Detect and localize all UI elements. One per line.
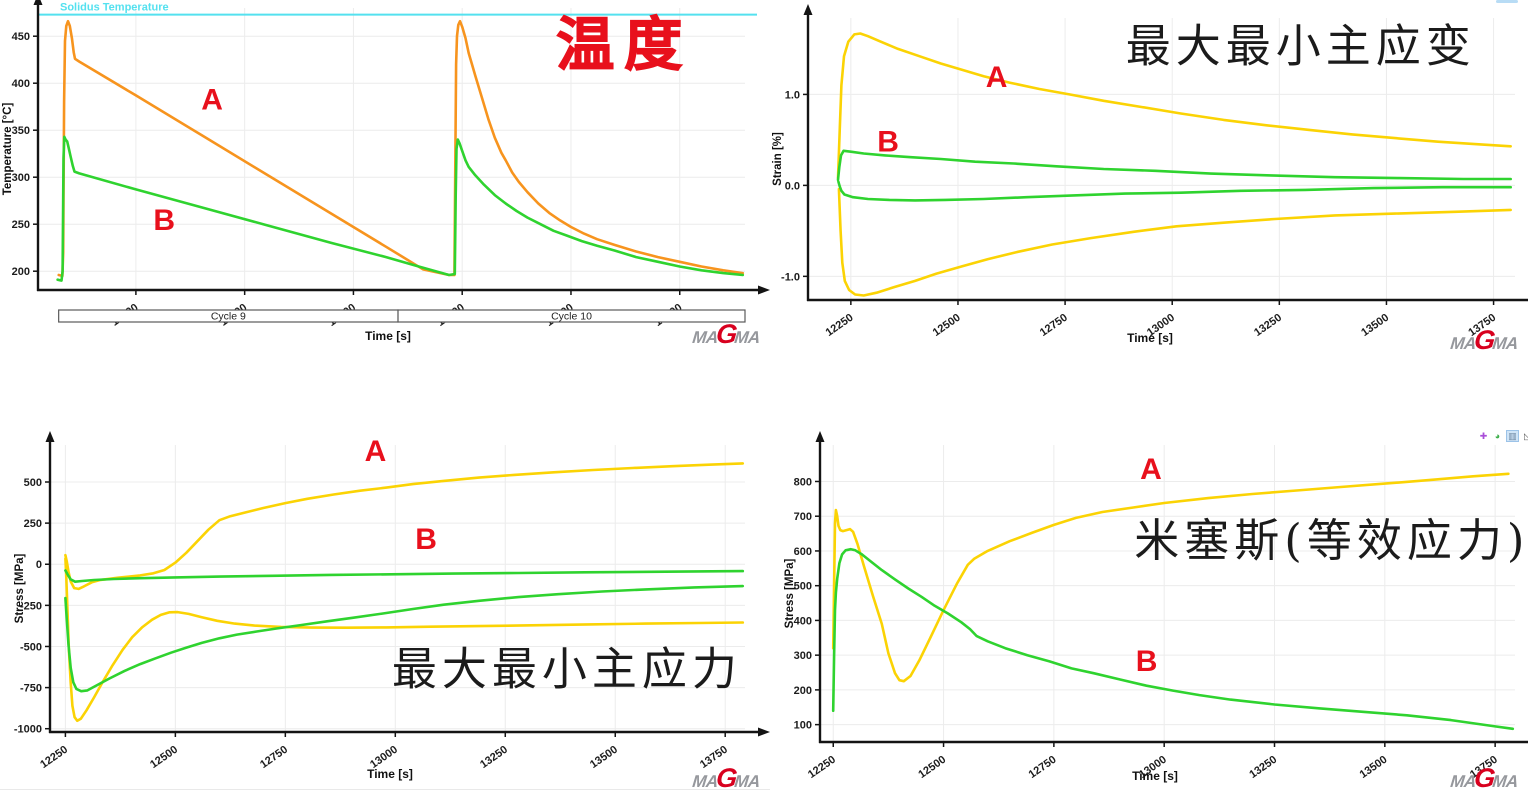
svg-text:250: 250 (12, 219, 30, 231)
svg-text:300: 300 (794, 650, 812, 662)
svg-text:温度: 温度 (556, 10, 692, 78)
svg-text:Cycle 10: Cycle 10 (551, 311, 592, 323)
svg-text:13250: 13250 (478, 744, 510, 771)
magma-logo-g: G (714, 319, 738, 349)
svg-text:200: 200 (12, 266, 30, 278)
panel-principal-strain: -1.0 0.0 1.0 12250 12500 12750 13000 13250 13500… (770, 0, 1528, 360)
svg-text:13250: 13250 (1247, 754, 1279, 781)
magma-logo-text: MA (733, 328, 761, 347)
magma-logo-g: G (1472, 325, 1496, 355)
svg-text:-500: -500 (20, 641, 42, 653)
svg-text:Time [s]: Time [s] (365, 329, 411, 343)
svg-text:最大最小主应变: 最大最小主应变 (1126, 20, 1476, 73)
magma-logo-text: MA (1491, 334, 1519, 353)
svg-text:-250: -250 (20, 600, 42, 612)
svg-text:-1.0: -1.0 (781, 271, 800, 283)
svg-text:12750: 12750 (258, 744, 290, 771)
magma-logo: MA G MA (691, 319, 761, 349)
svg-text:Cycle 9: Cycle 9 (211, 311, 246, 323)
svg-text:13500: 13500 (1359, 312, 1391, 339)
frame-icon[interactable]: ▥ (1506, 430, 1519, 442)
svg-text:Time [s]: Time [s] (1132, 769, 1178, 783)
svg-text:Solidus Temperature: Solidus Temperature (60, 2, 169, 14)
svg-text:Strain [%]: Strain [%] (772, 132, 784, 186)
svg-text:13250: 13250 (1252, 312, 1284, 339)
svg-text:12500: 12500 (931, 312, 963, 339)
svg-text:12750: 12750 (1027, 754, 1059, 781)
svg-text:最大最小主应力: 最大最小主应力 (392, 642, 742, 695)
svg-text:600: 600 (794, 546, 812, 558)
svg-text:A: A (1140, 453, 1162, 486)
svg-text:12500: 12500 (916, 754, 948, 781)
magma-logo: MA G MA (691, 763, 761, 793)
svg-text:Stress [MPa]: Stress [MPa] (784, 559, 796, 629)
svg-text:450: 450 (12, 31, 30, 43)
svg-text:500: 500 (24, 477, 42, 489)
magma-logo-text: MA (1491, 772, 1519, 791)
svg-text:B: B (1136, 645, 1158, 678)
svg-text:100: 100 (794, 720, 812, 732)
svg-text:13500: 13500 (588, 744, 620, 771)
window-edge-fragment (1496, 0, 1518, 3)
svg-text:12250: 12250 (806, 754, 838, 781)
magma-logo: MA G MA (1449, 763, 1519, 793)
von-mises-chart-canvas: 100 200 300 400 500 600 700 800 12250 12500 12750 1… (784, 431, 1528, 783)
svg-text:12750: 12750 (1038, 312, 1070, 339)
svg-text:B: B (415, 523, 437, 556)
panel-temperature: Solidus Temperature200250300350400450110… (0, 0, 770, 360)
temperature-chart-canvas: Solidus Temperature200250300350400450110… (2, 0, 770, 343)
magma-logo-g: G (1472, 763, 1496, 793)
svg-text:A: A (986, 61, 1008, 94)
svg-text:500: 500 (794, 581, 812, 593)
svg-text:300: 300 (12, 172, 30, 184)
svg-text:Stress [MPa]: Stress [MPa] (14, 554, 26, 624)
panel-divider (0, 789, 770, 790)
svg-text:800: 800 (794, 476, 812, 488)
svg-text:200: 200 (794, 685, 812, 697)
svg-text:B: B (877, 126, 899, 159)
magma-logo-g: G (714, 763, 738, 793)
plus-icon[interactable]: ✚ (1479, 430, 1488, 441)
svg-text:400: 400 (12, 78, 30, 90)
panel-von-mises-stress: 100 200 300 400 500 600 700 800 12250 12500 12750 1… (770, 430, 1528, 798)
svg-text:250: 250 (24, 518, 42, 530)
svg-text:0.0: 0.0 (785, 180, 800, 192)
magma-logo: MA G MA (1449, 325, 1519, 355)
svg-text:A: A (365, 435, 387, 468)
svg-text:12250: 12250 (38, 744, 70, 771)
svg-text:-750: -750 (20, 683, 42, 695)
svg-text:400: 400 (794, 615, 812, 627)
magma-logo-text: MA (733, 772, 761, 791)
principal-stress-chart-canvas: -1000 -750 -500 -250 0 250 500 12250 12500 12750 1… (14, 431, 770, 781)
svg-text:12500: 12500 (148, 744, 180, 771)
panel-principal-stress: -1000 -750 -500 -250 0 250 500 12250 12500 12750 1… (0, 430, 770, 798)
svg-text:A: A (201, 84, 223, 117)
svg-text:B: B (153, 204, 175, 237)
svg-text:Time [s]: Time [s] (367, 767, 413, 781)
svg-text:350: 350 (12, 125, 30, 137)
palette-icon[interactable]: ◕ (1494, 430, 1501, 441)
cursor-icon[interactable]: ◺ (1524, 430, 1528, 441)
svg-text:13500: 13500 (1358, 754, 1390, 781)
svg-text:1.0: 1.0 (785, 89, 800, 101)
svg-text:Temperature [°C]: Temperature [°C] (2, 103, 14, 196)
svg-text:-1000: -1000 (14, 724, 42, 736)
svg-text:700: 700 (794, 511, 812, 523)
svg-text:0: 0 (36, 559, 42, 571)
svg-text:米塞斯(等效应力): 米塞斯(等效应力) (1134, 514, 1528, 567)
mini-toolbar: ✚ ◕ ▥ ◺ (1478, 430, 1528, 442)
svg-text:Time [s]: Time [s] (1127, 331, 1173, 345)
svg-text:12250: 12250 (824, 312, 856, 339)
